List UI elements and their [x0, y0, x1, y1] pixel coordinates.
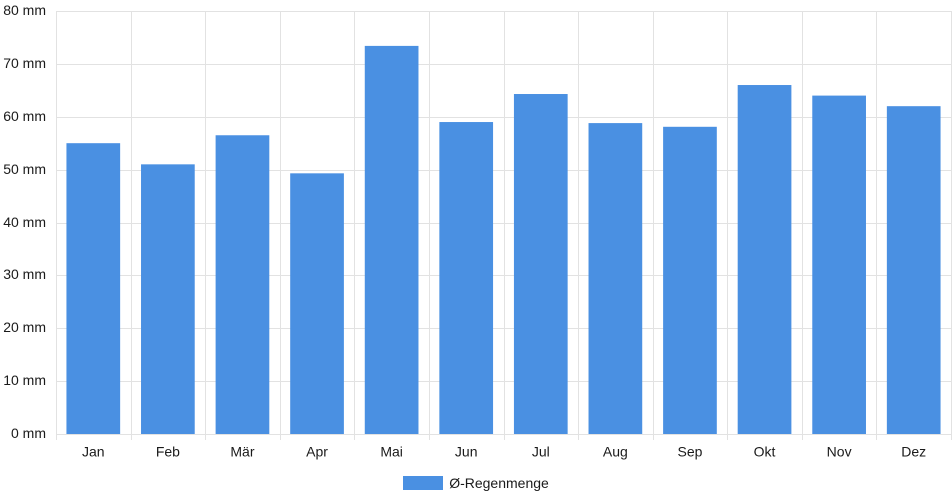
- bar-mär: [215, 135, 270, 434]
- x-tick-label: Okt: [754, 444, 776, 460]
- bar-jan: [66, 143, 121, 434]
- x-axis-tick-labels: Jan Feb Mär Apr Mai Jun Jul Aug Sep Okt Nov Dez: [82, 444, 926, 460]
- y-tick-label: 60 mm: [3, 108, 46, 124]
- x-tick-label: Jan: [82, 444, 105, 460]
- y-tick-label: 80 mm: [3, 2, 46, 18]
- bar-jul: [513, 94, 568, 435]
- x-tick-label: Mär: [230, 444, 254, 460]
- y-tick-label: 20 mm: [3, 319, 46, 335]
- y-tick-label: 70 mm: [3, 55, 46, 71]
- y-tick-label: 40 mm: [3, 214, 46, 230]
- bar-okt: [737, 85, 792, 435]
- x-tick-label: Aug: [603, 444, 628, 460]
- x-tick-label: Mai: [380, 444, 403, 460]
- y-tick-label: 0 mm: [11, 425, 46, 441]
- bar-chart-svg: 0 mm 10 mm 20 mm 30 mm 40 mm 50 mm 60 mm 70 mm 8…: [3, 2, 952, 460]
- bars: [66, 45, 941, 435]
- y-tick-label: 10 mm: [3, 372, 46, 388]
- legend-label: Ø-Regenmenge: [449, 475, 549, 491]
- x-tick-label: Apr: [306, 444, 328, 460]
- bar-apr: [290, 173, 344, 435]
- y-axis-tick-labels: 0 mm 10 mm 20 mm 30 mm 40 mm 50 mm 60 mm 70 mm 8…: [3, 2, 46, 441]
- bar-feb: [141, 164, 195, 434]
- y-tick-label: 30 mm: [3, 266, 46, 282]
- legend[interactable]: Ø-Regenmenge: [0, 473, 952, 493]
- x-tick-label: Sep: [677, 444, 702, 460]
- x-tick-label: Feb: [156, 444, 180, 460]
- x-tick-label: Nov: [827, 444, 852, 460]
- y-tick-label: 50 mm: [3, 161, 46, 177]
- bar-nov: [812, 95, 866, 434]
- x-tick-label: Jul: [532, 444, 550, 460]
- bar-mai: [364, 45, 419, 435]
- bar-aug: [588, 123, 643, 434]
- x-tick-label: Dez: [901, 444, 926, 460]
- legend-swatch: [403, 476, 444, 490]
- bar-jun: [439, 122, 494, 434]
- bar-dez: [886, 106, 941, 435]
- x-tick-label: Jun: [455, 444, 478, 460]
- bar-sep: [663, 126, 717, 434]
